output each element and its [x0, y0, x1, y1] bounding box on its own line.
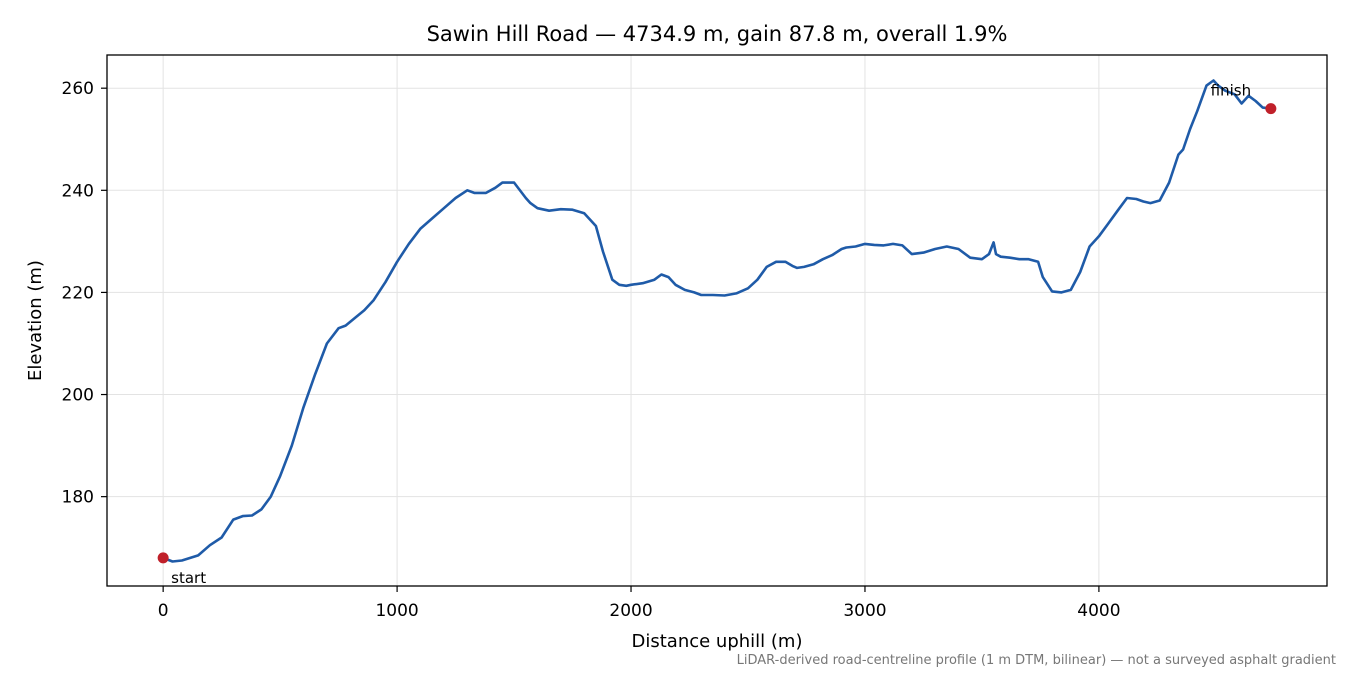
plot-area-frame: [106, 54, 1328, 587]
x-tick-label: 3000: [843, 601, 886, 621]
chart-title: Sawin Hill Road — 4734.9 m, gain 87.8 m,…: [427, 22, 1008, 46]
x-axis-label: Distance uphill (m): [632, 631, 803, 652]
series-line-layer: [161, 79, 1273, 563]
elevation-line: [161, 79, 1273, 563]
start-label: start: [171, 569, 206, 587]
y-tick-label: 240: [62, 181, 94, 201]
x-tick-label: 2000: [609, 601, 652, 621]
start-marker: [157, 552, 169, 564]
y-tick-label: 200: [62, 386, 94, 406]
finish-label: finish: [1211, 82, 1251, 100]
marker-layer: start finish: [157, 82, 1277, 587]
y-axis-label: Elevation (m): [25, 260, 46, 381]
axis-ticks: 0 1000 2000 3000 4000 180 200 220 240 260: [62, 79, 1121, 621]
x-tick-label: 0: [158, 601, 169, 621]
finish-marker: [1265, 103, 1277, 115]
grid: [107, 55, 1327, 586]
x-tick-label: 1000: [375, 601, 418, 621]
x-tick-label: 4000: [1077, 601, 1120, 621]
y-tick-label: 220: [62, 283, 94, 303]
y-tick-label: 260: [62, 79, 94, 99]
y-tick-label: 180: [62, 488, 94, 508]
footnote: LiDAR-derived road-centreline profile (1…: [737, 653, 1336, 668]
